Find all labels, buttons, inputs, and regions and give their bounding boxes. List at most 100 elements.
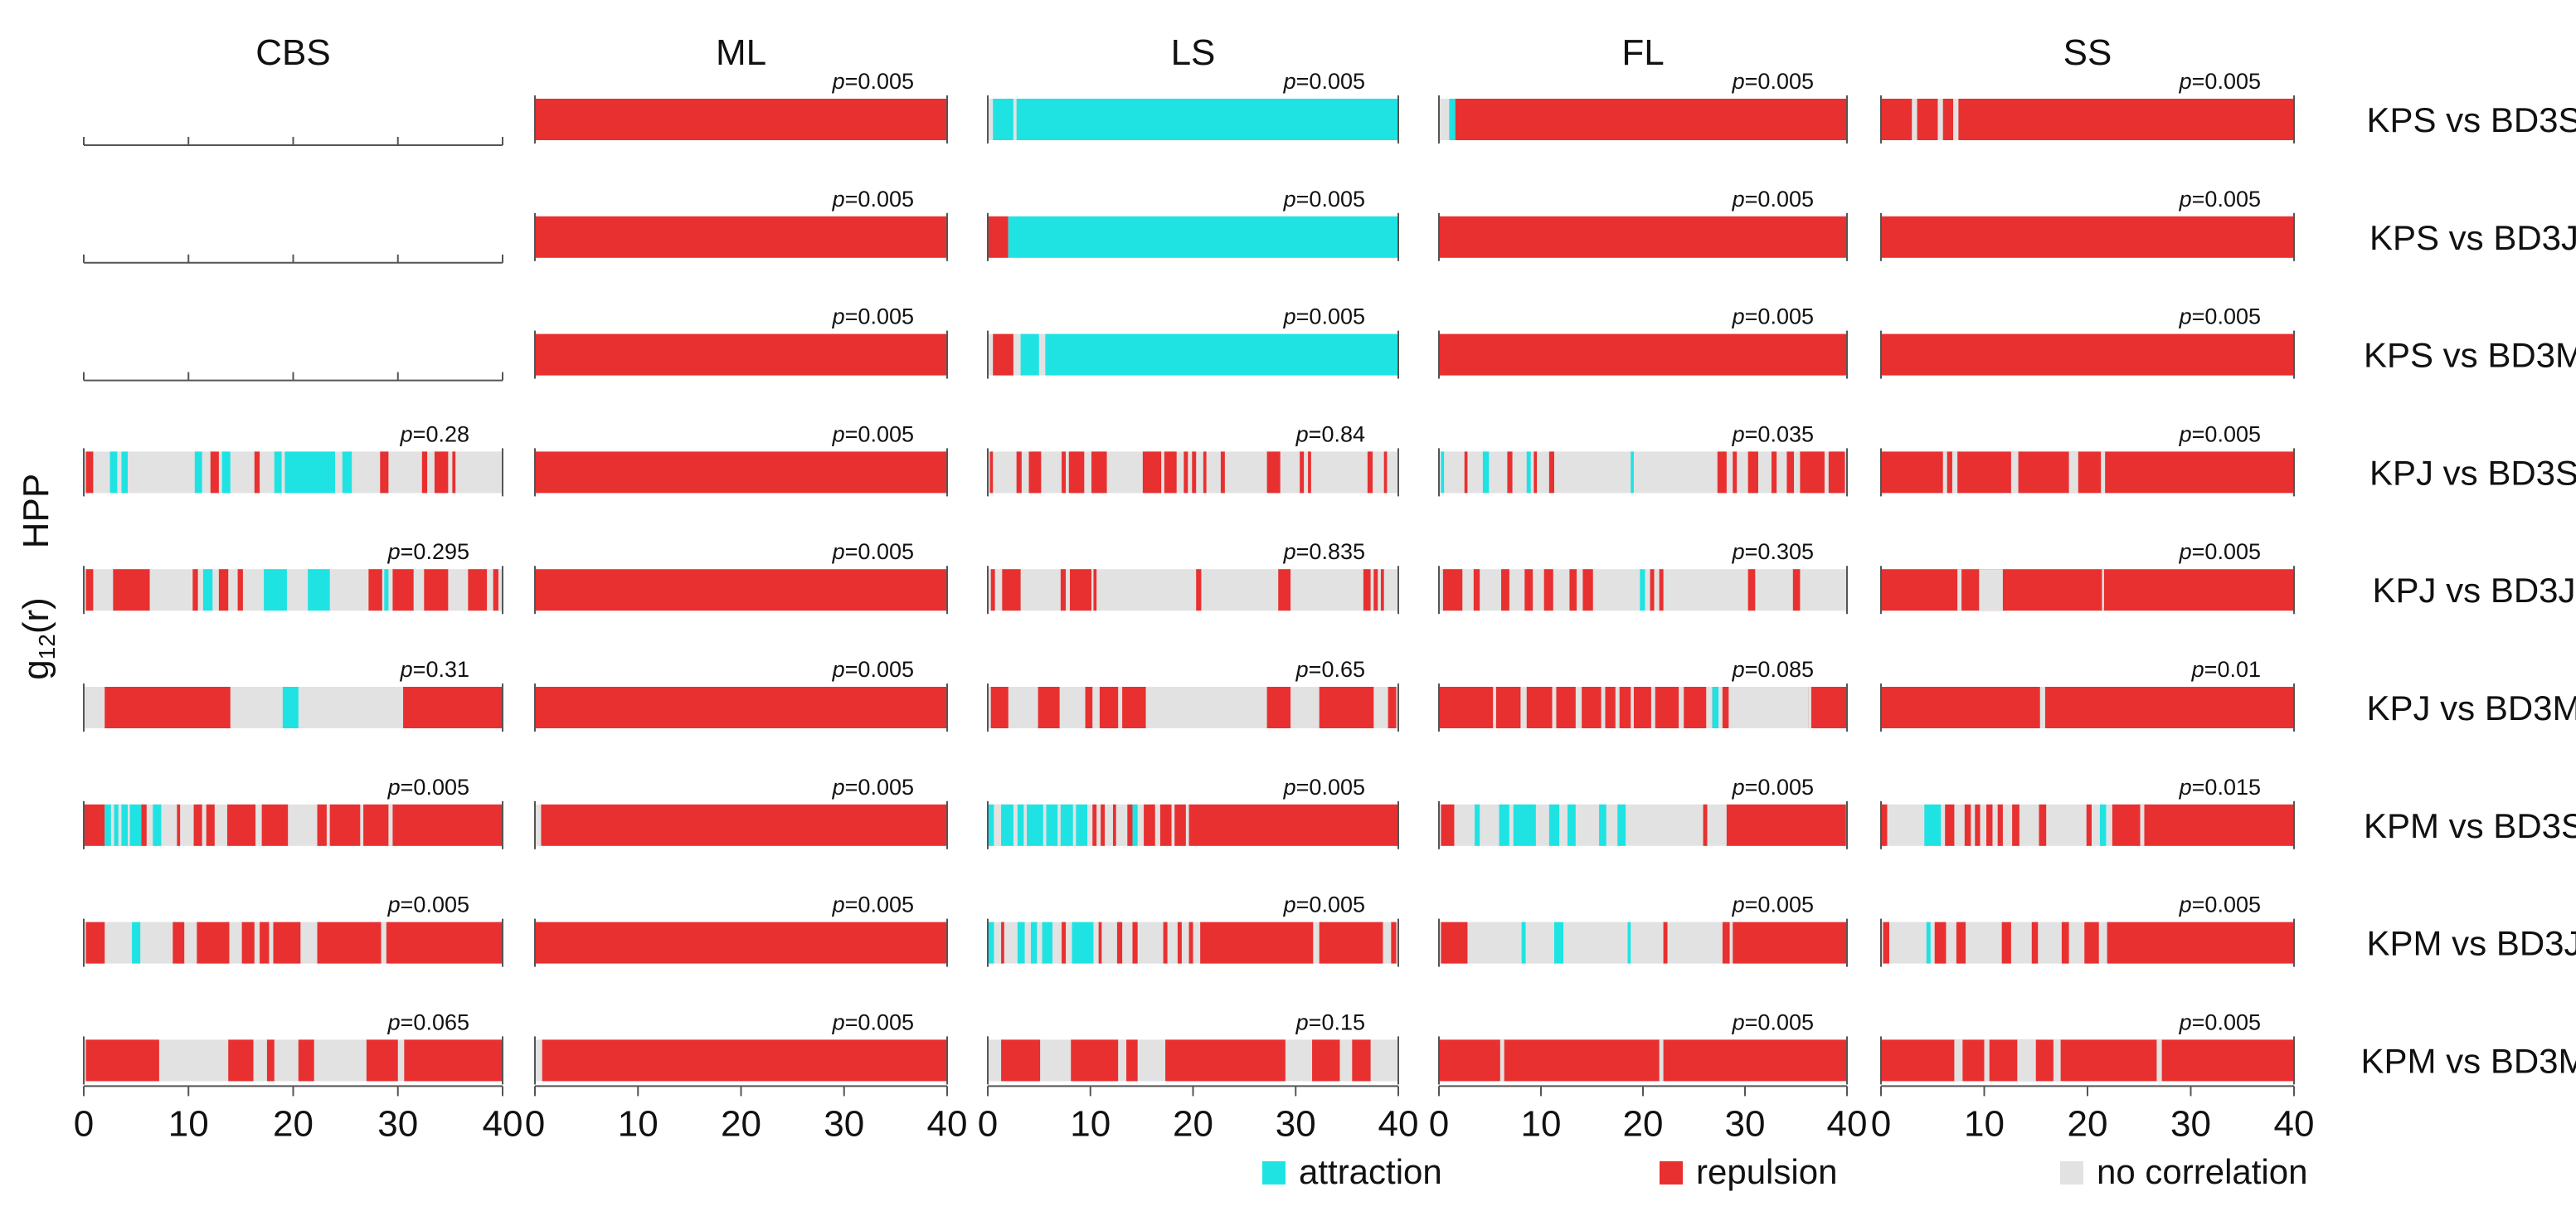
attraction-segment (1475, 804, 1480, 846)
repulsion-segment (535, 99, 947, 140)
no-correlation-segment (1520, 687, 1527, 728)
panel-ml-row6: p=0.005 (534, 657, 948, 732)
panel-ls-row1: p=0.005 (987, 69, 1399, 144)
row-label-kpj-vs-bd3j: KPJ vs BD3J (2372, 571, 2575, 610)
repulsion-segment (1188, 804, 1398, 846)
no-correlation-segment (1953, 99, 1959, 140)
no-correlation-segment (1954, 1039, 1963, 1082)
attraction-segment (1521, 922, 1526, 964)
panel-ss-row9: p=0.005 (1880, 1009, 2295, 1085)
no-correlation-segment (988, 99, 994, 140)
no-correlation-segment (1038, 333, 1046, 376)
repulsion-segment (366, 1039, 398, 1082)
repulsion-segment (2012, 804, 2019, 846)
repulsion-segment (1800, 451, 1825, 494)
repulsion-segment (1001, 922, 1004, 964)
repulsion-segment (1881, 687, 2294, 728)
repulsion-segment (197, 922, 230, 964)
x-tick-label: 10 (618, 1103, 659, 1144)
repulsion-segment (1942, 99, 1954, 140)
panel-cbs-row8: p=0.005 (83, 893, 503, 967)
legend-swatch-repulsion (1660, 1161, 1683, 1185)
attraction-segment (1599, 804, 1606, 846)
legend-swatch-attraction (1262, 1161, 1286, 1185)
x-tick-label: 40 (1378, 1103, 1419, 1144)
repulsion-segment (1722, 687, 1727, 728)
repulsion-segment (368, 569, 382, 611)
repulsion-segment (1388, 687, 1397, 728)
repulsion-segment (1159, 804, 1172, 846)
y-label-g: g (16, 659, 56, 679)
attraction-segment (1617, 804, 1626, 846)
legend: attraction repulsion no correlation (1262, 1152, 2307, 1191)
x-tick-label: 20 (273, 1103, 313, 1144)
panel-ls-row5: p=0.835 (987, 539, 1399, 615)
p-value-label: p=0.005 (1283, 893, 1365, 917)
repulsion-segment (1068, 451, 1085, 494)
repulsion-segment (317, 804, 327, 846)
repulsion-segment (1165, 1039, 1286, 1082)
x-tick-label: 0 (1871, 1103, 1891, 1144)
no-correlation-segment (1631, 687, 1634, 728)
attraction-segment (1926, 922, 1931, 964)
row-label-kps-vs-bd3j: KPS vs BD3J (2369, 218, 2576, 257)
p-value-label: p=0.005 (2179, 1009, 2261, 1034)
repulsion-segment (1747, 569, 1756, 611)
panel-ml-row2: p=0.005 (534, 187, 948, 261)
no-correlation-segment (1912, 99, 1917, 140)
y-axis-label: HPP g12(r) (16, 474, 60, 680)
column-title-ss: SS (2063, 32, 2112, 73)
p-value-label: p=0.835 (1283, 539, 1365, 564)
no-correlation-segment (1706, 687, 1713, 728)
repulsion-segment (1220, 451, 1225, 494)
legend-item-none: no correlation (2060, 1152, 2307, 1191)
repulsion-segment (1722, 922, 1730, 964)
repulsion-segment (1524, 569, 1533, 611)
p-value-label: p=0.005 (2179, 893, 2261, 917)
repulsion-segment (1312, 1039, 1340, 1082)
attraction-segment (1631, 451, 1634, 494)
repulsion-segment (1881, 216, 2294, 258)
p-value-label: p=0.085 (1732, 657, 1814, 682)
repulsion-segment (1659, 569, 1664, 611)
x-tick-label: 40 (2274, 1103, 2315, 1144)
repulsion-segment (990, 687, 1009, 728)
repulsion-segment (84, 804, 105, 846)
panel-ss-row2: p=0.005 (1880, 187, 2295, 261)
p-value-label: p=0.31 (400, 657, 469, 682)
repulsion-segment (1380, 569, 1384, 611)
panel-ls-row3: p=0.005 (987, 304, 1399, 379)
panel-ls-row9: p=0.15 (987, 1009, 1399, 1085)
panel-fl-row9: p=0.005 (1438, 1009, 1848, 1085)
attraction-segment (342, 451, 352, 494)
x-tick-label: 0 (1429, 1103, 1449, 1144)
p-value-label: p=0.005 (832, 657, 914, 682)
attraction-segment (1001, 804, 1013, 846)
repulsion-segment (1501, 569, 1509, 611)
no-correlation-segment (1659, 1039, 1664, 1082)
repulsion-segment (141, 804, 147, 846)
attraction-segment (132, 922, 141, 964)
repulsion-segment (1733, 922, 1847, 964)
p-value-label: p=0.005 (2179, 421, 2261, 446)
x-axis-ss: 0 10 20 30 40 (1871, 1085, 2315, 1144)
no-correlation-segment (1575, 687, 1582, 728)
x-axis-ls: 0 10 20 30 40 (978, 1085, 1419, 1144)
attraction-segment (1008, 216, 1398, 258)
repulsion-segment (85, 1039, 159, 1082)
repulsion-segment (266, 1039, 275, 1082)
repulsion-segment (1016, 451, 1022, 494)
no-correlation-segment (2039, 687, 2045, 728)
repulsion-segment (177, 804, 181, 846)
repulsion-segment (1786, 451, 1795, 494)
p-value-label: p=0.005 (387, 893, 469, 917)
no-correlation-segment (1043, 804, 1047, 846)
repulsion-segment (1650, 569, 1655, 611)
panel-fl-row4: p=0.035 (1438, 421, 1848, 497)
repulsion-segment (1771, 451, 1777, 494)
repulsion-segment (1733, 451, 1738, 494)
repulsion-segment (1792, 569, 1801, 611)
repulsion-segment (1945, 804, 1955, 846)
repulsion-segment (206, 804, 215, 846)
repulsion-segment (1964, 804, 1971, 846)
